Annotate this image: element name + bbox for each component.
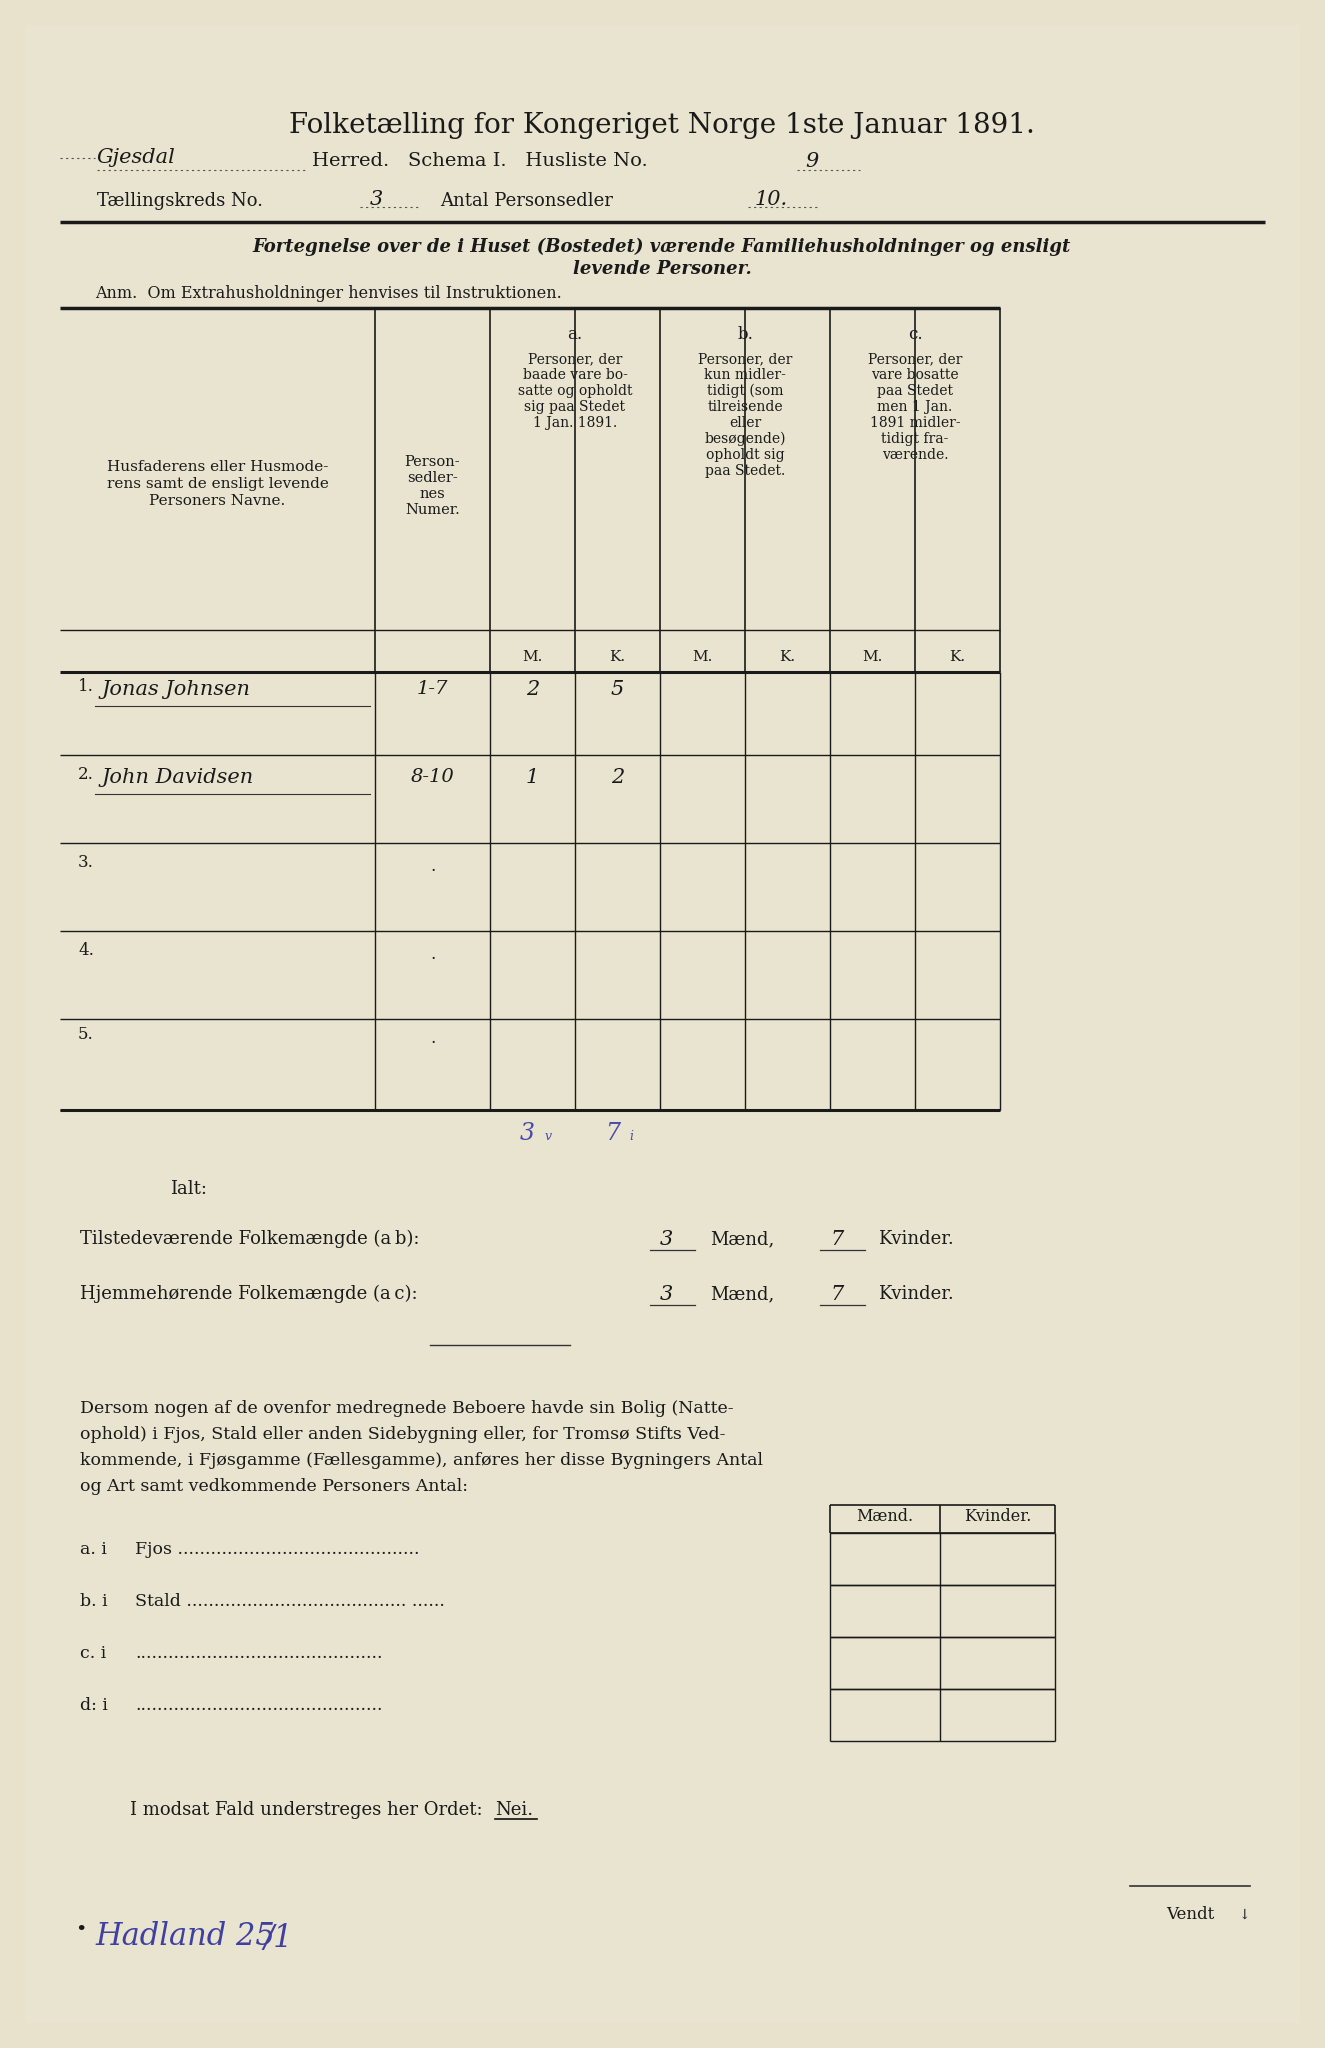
Text: K.: K.: [779, 649, 795, 664]
Text: Mænd,: Mænd,: [710, 1284, 774, 1303]
Text: .: .: [429, 946, 435, 963]
Text: rens samt de ensligt levende: rens samt de ensligt levende: [106, 477, 329, 492]
Text: .............................................: ........................................…: [135, 1645, 383, 1663]
Text: 10.: 10.: [755, 190, 788, 209]
Text: tidigt (som: tidigt (som: [706, 385, 783, 399]
Text: ophold) i Fjos, Stald eller anden Sidebygning eller, for Tromsø Stifts Ved-: ophold) i Fjos, Stald eller anden Sideby…: [80, 1425, 726, 1444]
Text: tilreisende: tilreisende: [708, 399, 783, 414]
Text: .: .: [429, 858, 435, 874]
Text: paa Stedet: paa Stedet: [877, 385, 953, 397]
Text: Dersom nogen af de ovenfor medregnede Beboere havde sin Bolig (Natte-: Dersom nogen af de ovenfor medregnede Be…: [80, 1401, 734, 1417]
Text: Fortegnelse over de i Huset (Bostedet) værende Familiehusholdninger og ensligt: Fortegnelse over de i Huset (Bostedet) v…: [253, 238, 1071, 256]
Text: .............................................: ........................................…: [135, 1698, 383, 1714]
Text: /1: /1: [262, 1923, 293, 1954]
Text: sedler-: sedler-: [407, 471, 458, 485]
Text: Ialt:: Ialt:: [170, 1180, 207, 1198]
Text: M.: M.: [692, 649, 713, 664]
Text: 2.: 2.: [78, 766, 94, 782]
Text: vare bosatte: vare bosatte: [872, 369, 959, 383]
Text: v: v: [545, 1130, 551, 1143]
Text: Fjos ............................................: Fjos ...................................…: [135, 1540, 420, 1559]
Text: men 1 Jan.: men 1 Jan.: [877, 399, 953, 414]
Text: 1 Jan. 1891.: 1 Jan. 1891.: [533, 416, 617, 430]
Text: levende Personer.: levende Personer.: [572, 260, 751, 279]
Text: 3: 3: [519, 1122, 535, 1145]
Text: satte og opholdt: satte og opholdt: [518, 385, 632, 397]
Text: a.: a.: [567, 326, 583, 342]
Text: Kvinder.: Kvinder.: [878, 1231, 954, 1247]
Text: .: .: [429, 1030, 435, 1047]
Text: 3.: 3.: [78, 854, 94, 870]
Text: Personers Navne.: Personers Navne.: [150, 494, 286, 508]
Text: Personer, der: Personer, der: [527, 352, 623, 367]
Text: 1-7: 1-7: [417, 680, 448, 698]
Text: Mænd.: Mænd.: [856, 1507, 913, 1526]
Text: 7: 7: [829, 1284, 843, 1305]
Text: 8-10: 8-10: [411, 768, 454, 786]
Text: Gjesdal: Gjesdal: [97, 147, 176, 168]
Text: Folketælling for Kongeriget Norge 1ste Januar 1891.: Folketælling for Kongeriget Norge 1ste J…: [289, 113, 1035, 139]
Text: 3: 3: [660, 1284, 673, 1305]
Text: Person-: Person-: [404, 455, 460, 469]
Text: Personer, der: Personer, der: [698, 352, 792, 367]
Text: og Art samt vedkommende Personers Antal:: og Art samt vedkommende Personers Antal:: [80, 1479, 468, 1495]
Text: opholdt sig: opholdt sig: [706, 449, 784, 463]
Text: Stald ........................................ ......: Stald ..................................…: [135, 1593, 445, 1610]
Text: Tilstedeværende Folkemængde (a b):: Tilstedeværende Folkemængde (a b):: [80, 1231, 420, 1247]
Text: nes: nes: [420, 487, 445, 502]
Text: 1891 midler-: 1891 midler-: [869, 416, 961, 430]
Text: 9: 9: [806, 152, 819, 170]
Text: Hjemmehørende Folkemængde (a c):: Hjemmehørende Folkemængde (a c):: [80, 1284, 417, 1303]
Text: b.: b.: [737, 326, 753, 342]
Text: M.: M.: [863, 649, 882, 664]
Text: 7: 7: [829, 1231, 843, 1249]
Text: Tællingskreds No.: Tællingskreds No.: [97, 193, 262, 211]
Text: c.: c.: [908, 326, 922, 342]
Text: 2: 2: [611, 768, 624, 786]
Text: ↓: ↓: [1238, 1909, 1249, 1921]
Text: Personer, der: Personer, der: [868, 352, 962, 367]
Text: c. i: c. i: [80, 1645, 106, 1663]
Text: Husfaderens eller Husmode-: Husfaderens eller Husmode-: [107, 461, 329, 473]
Text: kommende, i Fjøsgamme (Fællesgamme), anføres her disse Bygningers Antal: kommende, i Fjøsgamme (Fællesgamme), anf…: [80, 1452, 763, 1468]
Text: d: i: d: i: [80, 1698, 107, 1714]
Text: John Davidsen: John Davidsen: [102, 768, 254, 786]
Text: K.: K.: [610, 649, 625, 664]
Text: Kvinder.: Kvinder.: [878, 1284, 954, 1303]
Text: 1: 1: [526, 768, 539, 786]
Text: Vendt: Vendt: [1166, 1907, 1214, 1923]
Text: 5: 5: [611, 680, 624, 698]
Text: sig paa Stedet: sig paa Stedet: [525, 399, 625, 414]
Text: besøgende): besøgende): [705, 432, 786, 446]
Text: tidigt fra-: tidigt fra-: [881, 432, 949, 446]
Text: baade vare bo-: baade vare bo-: [522, 369, 628, 383]
Text: a. i: a. i: [80, 1540, 107, 1559]
Text: M.: M.: [522, 649, 543, 664]
Text: Kvinder.: Kvinder.: [963, 1507, 1031, 1526]
Text: 3: 3: [370, 190, 383, 209]
Text: 5.: 5.: [78, 1026, 94, 1042]
Text: 7: 7: [606, 1122, 620, 1145]
Text: 2: 2: [526, 680, 539, 698]
Text: I modsat Fald understreges her Ordet:: I modsat Fald understreges her Ordet:: [130, 1800, 489, 1819]
Text: i: i: [629, 1130, 633, 1143]
Text: værende.: værende.: [881, 449, 949, 463]
Text: eller: eller: [729, 416, 761, 430]
Text: 3: 3: [660, 1231, 673, 1249]
Text: Herred.   Schema I.   Husliste No.: Herred. Schema I. Husliste No.: [311, 152, 648, 170]
Text: K.: K.: [950, 649, 966, 664]
Text: Mænd,: Mænd,: [710, 1231, 774, 1247]
Text: Numer.: Numer.: [405, 504, 460, 516]
Text: b. i: b. i: [80, 1593, 107, 1610]
Text: Hadland 25: Hadland 25: [95, 1921, 274, 1952]
Text: kun midler-: kun midler-: [704, 369, 786, 383]
Text: 4.: 4.: [78, 942, 94, 958]
Text: Nei.: Nei.: [496, 1800, 533, 1819]
Text: 1.: 1.: [78, 678, 94, 694]
Text: Jonas Johnsen: Jonas Johnsen: [102, 680, 250, 698]
Text: Antal Personsedler: Antal Personsedler: [440, 193, 613, 211]
Text: Anm.  Om Extrahusholdninger henvises til Instruktionen.: Anm. Om Extrahusholdninger henvises til …: [95, 285, 562, 301]
Text: •: •: [76, 1921, 86, 1939]
Text: paa Stedet.: paa Stedet.: [705, 465, 786, 477]
